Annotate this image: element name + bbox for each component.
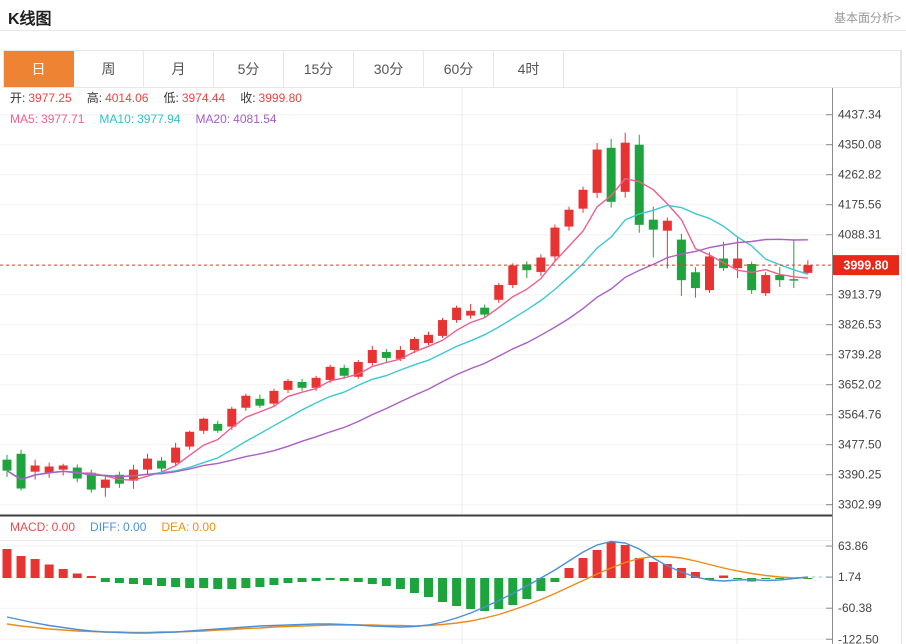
page-title: K线图 [8,11,52,28]
svg-text:4262.82: 4262.82 [838,168,882,182]
low-label: 低: [163,91,179,105]
close-readout: 收: 3999.80 [240,91,302,105]
open-value: 3977.25 [28,91,72,105]
dea-line [6,555,808,634]
svg-text:3913.79: 3913.79 [838,288,882,302]
close-value: 3999.80 [258,91,302,105]
tabs-filler [564,51,900,87]
diff-readout: DIFF: 0.00 [90,520,146,534]
interval-tabs: 日周月 5分 15分 30分 60分 4时 [3,50,901,88]
ma5-readout: MA5: 3977.71 [10,112,84,126]
ohlc-legend: 开: 3977.25 高: 4014.06 低: 3974.44 收: 3999.80 [10,91,317,105]
diff-label: DIFF: [90,520,121,534]
ma20-readout: MA20: 4081.54 [195,112,276,126]
svg-text:3652.02: 3652.02 [838,378,882,392]
svg-text:4088.31: 4088.31 [838,228,882,242]
chart-canvas[interactable]: 4437.34 4350.08 4262.82 4175.56 4088.31 3913.… [0,88,906,644]
svg-text:3564.76: 3564.76 [838,408,882,422]
dea-label: DEA: [161,520,190,534]
open-label: 开: [10,91,26,105]
ma10-label: MA10: [99,112,135,126]
svg-text:4350.08: 4350.08 [838,138,882,152]
ma10-value: 3977.94 [137,112,181,126]
svg-text:3999.80: 3999.80 [843,259,888,273]
svg-text:-60.38: -60.38 [838,601,872,615]
axis-chrome [0,88,833,644]
high-label: 高: [86,91,103,105]
low-readout: 低: 3974.44 [163,91,225,105]
high-value: 4014.06 [105,91,149,105]
svg-text:4437.34: 4437.34 [838,108,882,122]
ma5-value: 3977.71 [41,112,85,126]
tab-30min[interactable]: 30分 [354,51,424,87]
macd-readout: MACD: 0.00 [10,520,75,534]
y-axis: 4437.34 4350.08 4262.82 4175.56 4088.31 3913.… [826,108,882,644]
svg-text:3739.28: 3739.28 [838,348,882,362]
widget-right-border [901,50,902,644]
macd-value: 0.00 [51,520,76,534]
open-readout: 开: 3977.25 [10,91,72,105]
svg-text:63.86: 63.86 [838,539,868,553]
diff-value: 0.00 [123,520,147,534]
diff-line [6,540,808,634]
candles [2,132,813,497]
low-value: 3974.44 [181,91,226,105]
tab-day[interactable]: 日 [4,51,74,87]
ma5-label: MA5: [10,112,39,126]
header-divider [0,30,906,31]
svg-text:-122.50: -122.50 [838,632,879,644]
fundamental-analysis-link[interactable]: 基本面分析> [833,11,901,25]
ma20-value: 4081.54 [233,112,277,126]
tab-60min[interactable]: 60分 [424,51,494,87]
close-label: 收: [240,91,256,105]
tab-15min[interactable]: 15分 [284,51,354,87]
tab-5min[interactable]: 5分 [214,51,284,87]
high-readout: 高: 4014.06 [87,91,149,105]
svg-text:3302.99: 3302.99 [838,498,882,512]
ma20-line [6,238,808,481]
svg-text:3826.53: 3826.53 [838,318,882,332]
tab-4hour[interactable]: 4时 [494,51,564,87]
tab-month[interactable]: 月 [144,51,214,87]
svg-text:3390.25: 3390.25 [838,468,882,482]
dea-readout: DEA: 0.00 [161,520,215,534]
svg-text:3477.50: 3477.50 [838,438,882,452]
grid [0,88,832,644]
tab-week[interactable]: 周 [74,51,144,87]
svg-text:1.74: 1.74 [838,570,862,584]
macd-bars [2,542,813,611]
ma10-readout: MA10: 3977.94 [99,112,180,126]
macd-legend: MACD: 0.00 DIFF: 0.00 DEA: 0.00 [10,520,231,534]
ma-legend: MA5: 3977.71 MA10: 3977.94 MA20: 4081.54 [10,112,292,126]
ma20-label: MA20: [195,112,231,126]
dea-value: 0.00 [192,520,216,534]
ma10-line [6,204,809,481]
price-badge: 3999.80 [833,255,899,276]
macd-label: MACD: [10,520,49,534]
ma5-line [6,177,808,481]
svg-text:4175.56: 4175.56 [838,198,882,212]
